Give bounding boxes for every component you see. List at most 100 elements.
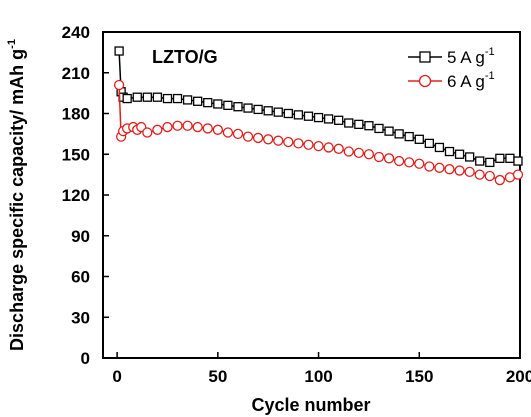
data-point-circle	[172, 120, 183, 131]
data-point-square	[182, 95, 193, 105]
data-point-square	[122, 93, 132, 104]
legend-marker-circle	[418, 74, 432, 88]
data-point-square	[404, 131, 414, 142]
data-point-circle	[373, 151, 385, 163]
axis-ticks: 0 30 60 90 120 150 180 210 240 0 50 100 150 200	[62, 23, 531, 386]
data-point-square	[313, 112, 324, 123]
data-point-circle	[212, 124, 223, 135]
data-point-circle	[353, 147, 364, 159]
data-point-square	[485, 157, 495, 168]
data-point-square	[213, 99, 223, 109]
data-point-square	[414, 134, 424, 144]
y-tick-label: 90	[71, 227, 90, 246]
legend-label-main: 6 A g	[447, 72, 485, 91]
data-point-square	[203, 97, 213, 108]
data-point-circle	[474, 169, 485, 180]
legend-label: 6 A g-1	[447, 70, 495, 91]
y-tick-label: 150	[62, 145, 90, 164]
data-point-circle	[182, 120, 193, 131]
data-point-square	[253, 104, 263, 115]
data-point-square	[394, 129, 404, 139]
data-point-circle	[152, 124, 163, 135]
data-point-square	[354, 119, 364, 130]
data-point-square	[243, 103, 253, 113]
data-point-circle	[222, 127, 234, 138]
legend: 5 A g-16 A g-1	[408, 46, 495, 91]
data-point-square	[344, 118, 354, 128]
data-point-circle	[162, 121, 173, 133]
data-point-circle	[333, 143, 344, 154]
y-axis-title: Discharge specific capacity/ mAh g-1	[6, 39, 27, 351]
legend-marker-square	[419, 51, 431, 63]
data-point-square	[303, 111, 314, 121]
data-point-square	[142, 92, 152, 102]
data-point-circle	[323, 142, 334, 153]
data-point-circle	[512, 169, 524, 180]
data-point-square	[384, 126, 394, 136]
y-tick-label: 0	[81, 349, 90, 368]
data-point-circle	[113, 79, 125, 91]
x-tick-label: 150	[405, 367, 433, 386]
data-point-square	[374, 123, 384, 134]
x-tick-label: 200	[506, 367, 531, 386]
data-point-circle	[232, 128, 244, 140]
series-layer	[113, 46, 524, 186]
data-point-circle	[494, 174, 506, 186]
data-point-square	[172, 93, 183, 104]
data-point-square	[233, 102, 243, 112]
y-tick-label: 180	[62, 105, 90, 124]
data-point-circle	[404, 157, 415, 168]
data-point-square	[434, 142, 445, 153]
y-tick-label: 210	[62, 64, 90, 83]
data-point-circle	[273, 135, 284, 146]
y-axis-title-main: Discharge specific capacity/ mAh g	[7, 49, 27, 351]
data-point-circle	[454, 165, 465, 176]
y-tick-label: 30	[71, 308, 90, 327]
data-point-square	[454, 149, 465, 159]
data-point-square	[364, 121, 374, 131]
data-point-circle	[414, 158, 425, 169]
data-point-circle	[484, 170, 495, 182]
data-point-square	[223, 100, 233, 110]
legend-label-sup: -1	[485, 70, 495, 82]
data-point-circle	[252, 132, 264, 144]
data-point-square	[323, 114, 334, 124]
data-point-square	[283, 108, 293, 119]
x-tick-label: 50	[208, 367, 227, 386]
data-point-square	[273, 107, 283, 117]
data-point-square	[475, 156, 485, 166]
x-axis-title: Cycle number	[251, 395, 370, 415]
x-tick-label: 100	[304, 367, 332, 386]
y-tick-label: 60	[71, 268, 90, 287]
legend-label-main: 5 A g	[447, 48, 485, 67]
legend-label-sup: -1	[485, 46, 495, 58]
data-point-square	[464, 152, 475, 162]
y-tick-label: 240	[62, 23, 90, 42]
data-point-circle	[363, 149, 375, 160]
data-point-circle	[293, 138, 304, 149]
data-point-circle	[313, 140, 324, 152]
data-point-circle	[434, 162, 445, 173]
y-tick-label: 120	[62, 186, 90, 205]
data-point-circle	[142, 127, 153, 138]
data-point-circle	[424, 161, 435, 172]
data-point-square	[152, 92, 163, 102]
data-point-square	[444, 146, 455, 157]
data-point-square	[513, 156, 523, 166]
data-point-circle	[343, 146, 354, 157]
data-point-circle	[383, 153, 395, 164]
data-point-square	[505, 153, 515, 163]
data-point-square	[193, 96, 203, 106]
data-point-circle	[283, 136, 294, 148]
x-tick-label: 0	[112, 367, 121, 386]
data-point-circle	[444, 164, 455, 175]
data-point-square	[424, 138, 434, 149]
data-point-square	[293, 110, 304, 120]
data-point-circle	[202, 123, 213, 134]
data-point-circle	[263, 134, 274, 145]
data-point-circle	[192, 121, 203, 133]
annotation-label: LZTO/G	[152, 47, 218, 67]
data-point-circle	[393, 155, 405, 167]
data-point-square	[495, 153, 505, 163]
